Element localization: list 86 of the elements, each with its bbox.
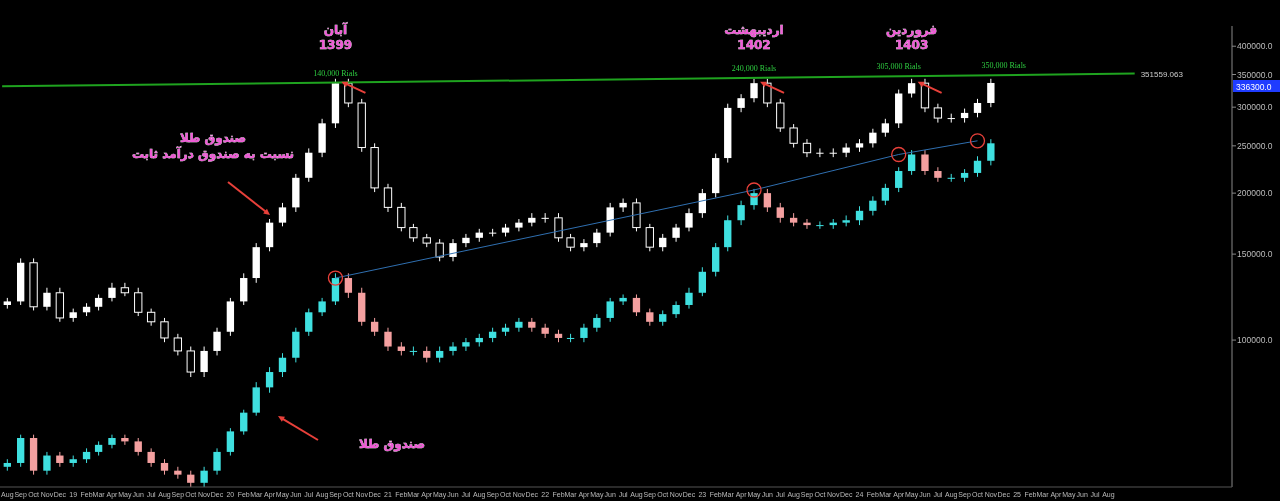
candlestick: [462, 337, 470, 352]
text: 336300.0: [1236, 81, 1272, 92]
candlestick: [750, 78, 758, 103]
candlestick: [698, 266, 707, 297]
candlestick: [449, 341, 457, 356]
y-tick-label: 350000.0: [1237, 69, 1273, 80]
candlestick: [921, 149, 929, 176]
candlestick: [869, 195, 877, 216]
candlestick: [43, 451, 51, 476]
data-label: 351559.063: [1140, 69, 1184, 79]
candlestick: [305, 308, 313, 337]
candlestick: [318, 297, 326, 317]
candlestick: [515, 317, 523, 333]
candlestick: [580, 323, 588, 343]
candlestick: [200, 466, 208, 488]
candlestick: [619, 293, 627, 306]
annotation: 240,000 Rials: [731, 64, 777, 74]
candlestick: [934, 166, 942, 183]
y-tick-label: 150000.0: [1237, 249, 1273, 260]
candlestick: [645, 223, 654, 252]
candlestick: [160, 317, 169, 343]
candlestick: [226, 427, 235, 457]
annotation: 350,000 Rials: [981, 61, 1026, 71]
candlestick: [973, 155, 982, 178]
candlestick: [933, 103, 943, 124]
candlestick: [173, 333, 183, 356]
candlestick: [43, 287, 51, 311]
candlestick: [344, 272, 353, 299]
candlestick: [987, 138, 995, 166]
candlestick: [685, 208, 693, 232]
y-tick-label: 400000.0: [1237, 41, 1273, 52]
annotation: 305,000 Rials: [876, 62, 921, 72]
candlestick: [265, 366, 274, 394]
candlestick: [672, 300, 680, 319]
candlestick: [776, 202, 784, 224]
candlestick: [56, 451, 64, 468]
y-tick-label: 100000.0: [1237, 335, 1273, 346]
candlestick: [816, 147, 824, 158]
candlestick: [869, 128, 877, 149]
candlestick: [397, 202, 406, 232]
candlestick: [120, 282, 130, 297]
candlestick: [121, 434, 129, 446]
candlestick: [737, 93, 745, 113]
candlestick: [580, 238, 588, 252]
candlestick: [134, 287, 143, 317]
candlestick: [619, 198, 627, 213]
candlestick: [855, 205, 864, 226]
candlestick: [606, 297, 614, 323]
candlestick: [881, 183, 890, 206]
candlestick: [240, 409, 248, 436]
candlestick: [278, 352, 287, 378]
candlestick: [186, 346, 195, 378]
y-tick-label: 300000.0: [1237, 102, 1273, 113]
candlestick: [200, 346, 208, 378]
candlestick: [895, 166, 903, 193]
candlestick: [541, 212, 549, 224]
candlestick: [384, 327, 392, 352]
candlestick: [462, 233, 470, 248]
candlestick: [763, 188, 772, 213]
candlestick: [763, 78, 772, 108]
annotation: صندوق طلا نسبت به صندوق درآمد ثابت: [131, 131, 295, 162]
candlestick: [147, 447, 155, 468]
candlestick: [973, 98, 982, 118]
candlestick: [515, 218, 523, 232]
candlestick: [685, 287, 693, 310]
candlestick: [383, 183, 393, 213]
candlestick: [698, 188, 707, 219]
candlestick: [593, 228, 601, 248]
candlestick: [240, 272, 248, 306]
candlestick: [816, 220, 824, 230]
candlestick: [108, 282, 116, 302]
candlestick: [907, 78, 916, 99]
annotation: صندوق طلا: [358, 437, 426, 452]
y-tick-label: 200000.0: [1237, 188, 1273, 199]
candlestick: [987, 78, 995, 108]
candlestick: [213, 327, 221, 356]
candlestick: [213, 447, 221, 476]
candlestick: [632, 293, 641, 317]
candlestick: [449, 238, 457, 262]
candlestick: [554, 212, 563, 243]
candlestick: [278, 202, 287, 227]
candlestick: [737, 200, 745, 226]
annotation: 140,000 Rials: [313, 68, 358, 78]
candlestick: [789, 123, 798, 149]
y-tick-label: 250000.0: [1237, 140, 1273, 151]
candlestick: [907, 149, 916, 176]
